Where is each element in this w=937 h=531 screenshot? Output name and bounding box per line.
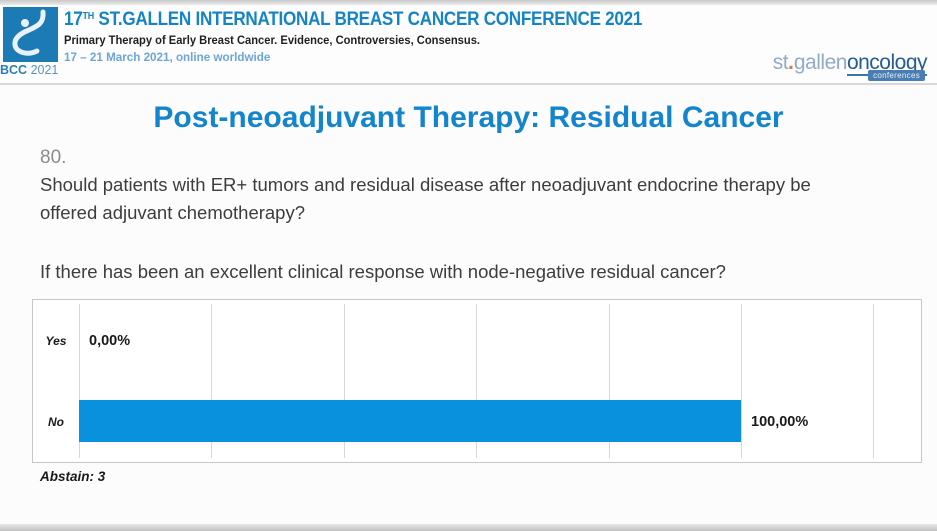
poll-results-chart: Yes No 0,00% 100,00% (32, 299, 922, 463)
bcc-year: 2021 (30, 63, 59, 77)
stgallen-logo-dot: . (788, 51, 794, 74)
value-label-no: 100,00% (751, 414, 809, 430)
conferences-badge: conferences (868, 70, 925, 81)
chart-gridline (609, 304, 610, 458)
chart-gridline (476, 304, 477, 458)
stgallen-oncology-logo: st.gallenoncology conferences (772, 51, 928, 81)
conference-title-text: ST.GALLEN INTERNATIONAL BREAST CANCER CO… (93, 9, 643, 30)
conference-header: BCC 2021 17TH ST.GALLEN INTERNATIONAL BR… (0, 5, 937, 85)
conference-date: 17 – 21 March 2021, online worldwide (64, 50, 271, 64)
bcc-label: BCC (0, 63, 28, 77)
value-label-yes: 0,00% (89, 333, 131, 349)
bcc-logo-caption: BCC 2021 (0, 63, 62, 77)
bar-no (79, 400, 741, 442)
chart-category-no: No (48, 415, 64, 429)
conference-title-ordinal: TH (82, 11, 94, 22)
stgallen-logo-gallen: gallen (793, 51, 848, 74)
question-text: Should patients with ER+ tumors and resi… (40, 174, 811, 223)
chart-category-yes: Yes (45, 334, 67, 348)
chart-gridline (873, 304, 874, 458)
chart-gridline (741, 304, 742, 458)
conference-title: 17TH ST.GALLEN INTERNATIONAL BREAST CANC… (64, 9, 642, 31)
question-number: 80. (40, 147, 67, 168)
poll-chart-plot: 0,00% 100,00% (79, 300, 921, 462)
conference-title-number: 17 (64, 9, 83, 30)
stgallen-logo-st: st (772, 51, 789, 74)
bcc-logo (3, 7, 58, 62)
slide-main: Post-neoadjuvant Therapy: Residual Cance… (0, 87, 937, 484)
chart-gridline (79, 304, 80, 458)
conference-subtitle: Primary Therapy of Early Breast Cancer. … (64, 35, 481, 47)
sub-question-text: If there has been an excellent clinical … (40, 261, 726, 282)
stgallen-logo-oncology: oncology (846, 51, 928, 76)
abstain-note: Abstain: 3 (40, 469, 106, 484)
chart-gridline (344, 304, 345, 458)
top-strip (0, 0, 937, 5)
slide-title: Post-neoadjuvant Therapy: Residual Cance… (153, 101, 784, 134)
breast-drop-icon (12, 9, 46, 56)
conference-header-text: 17TH ST.GALLEN INTERNATIONAL BREAST CANC… (64, 9, 706, 64)
bottom-strip (0, 524, 937, 531)
chart-gridline (211, 304, 212, 458)
